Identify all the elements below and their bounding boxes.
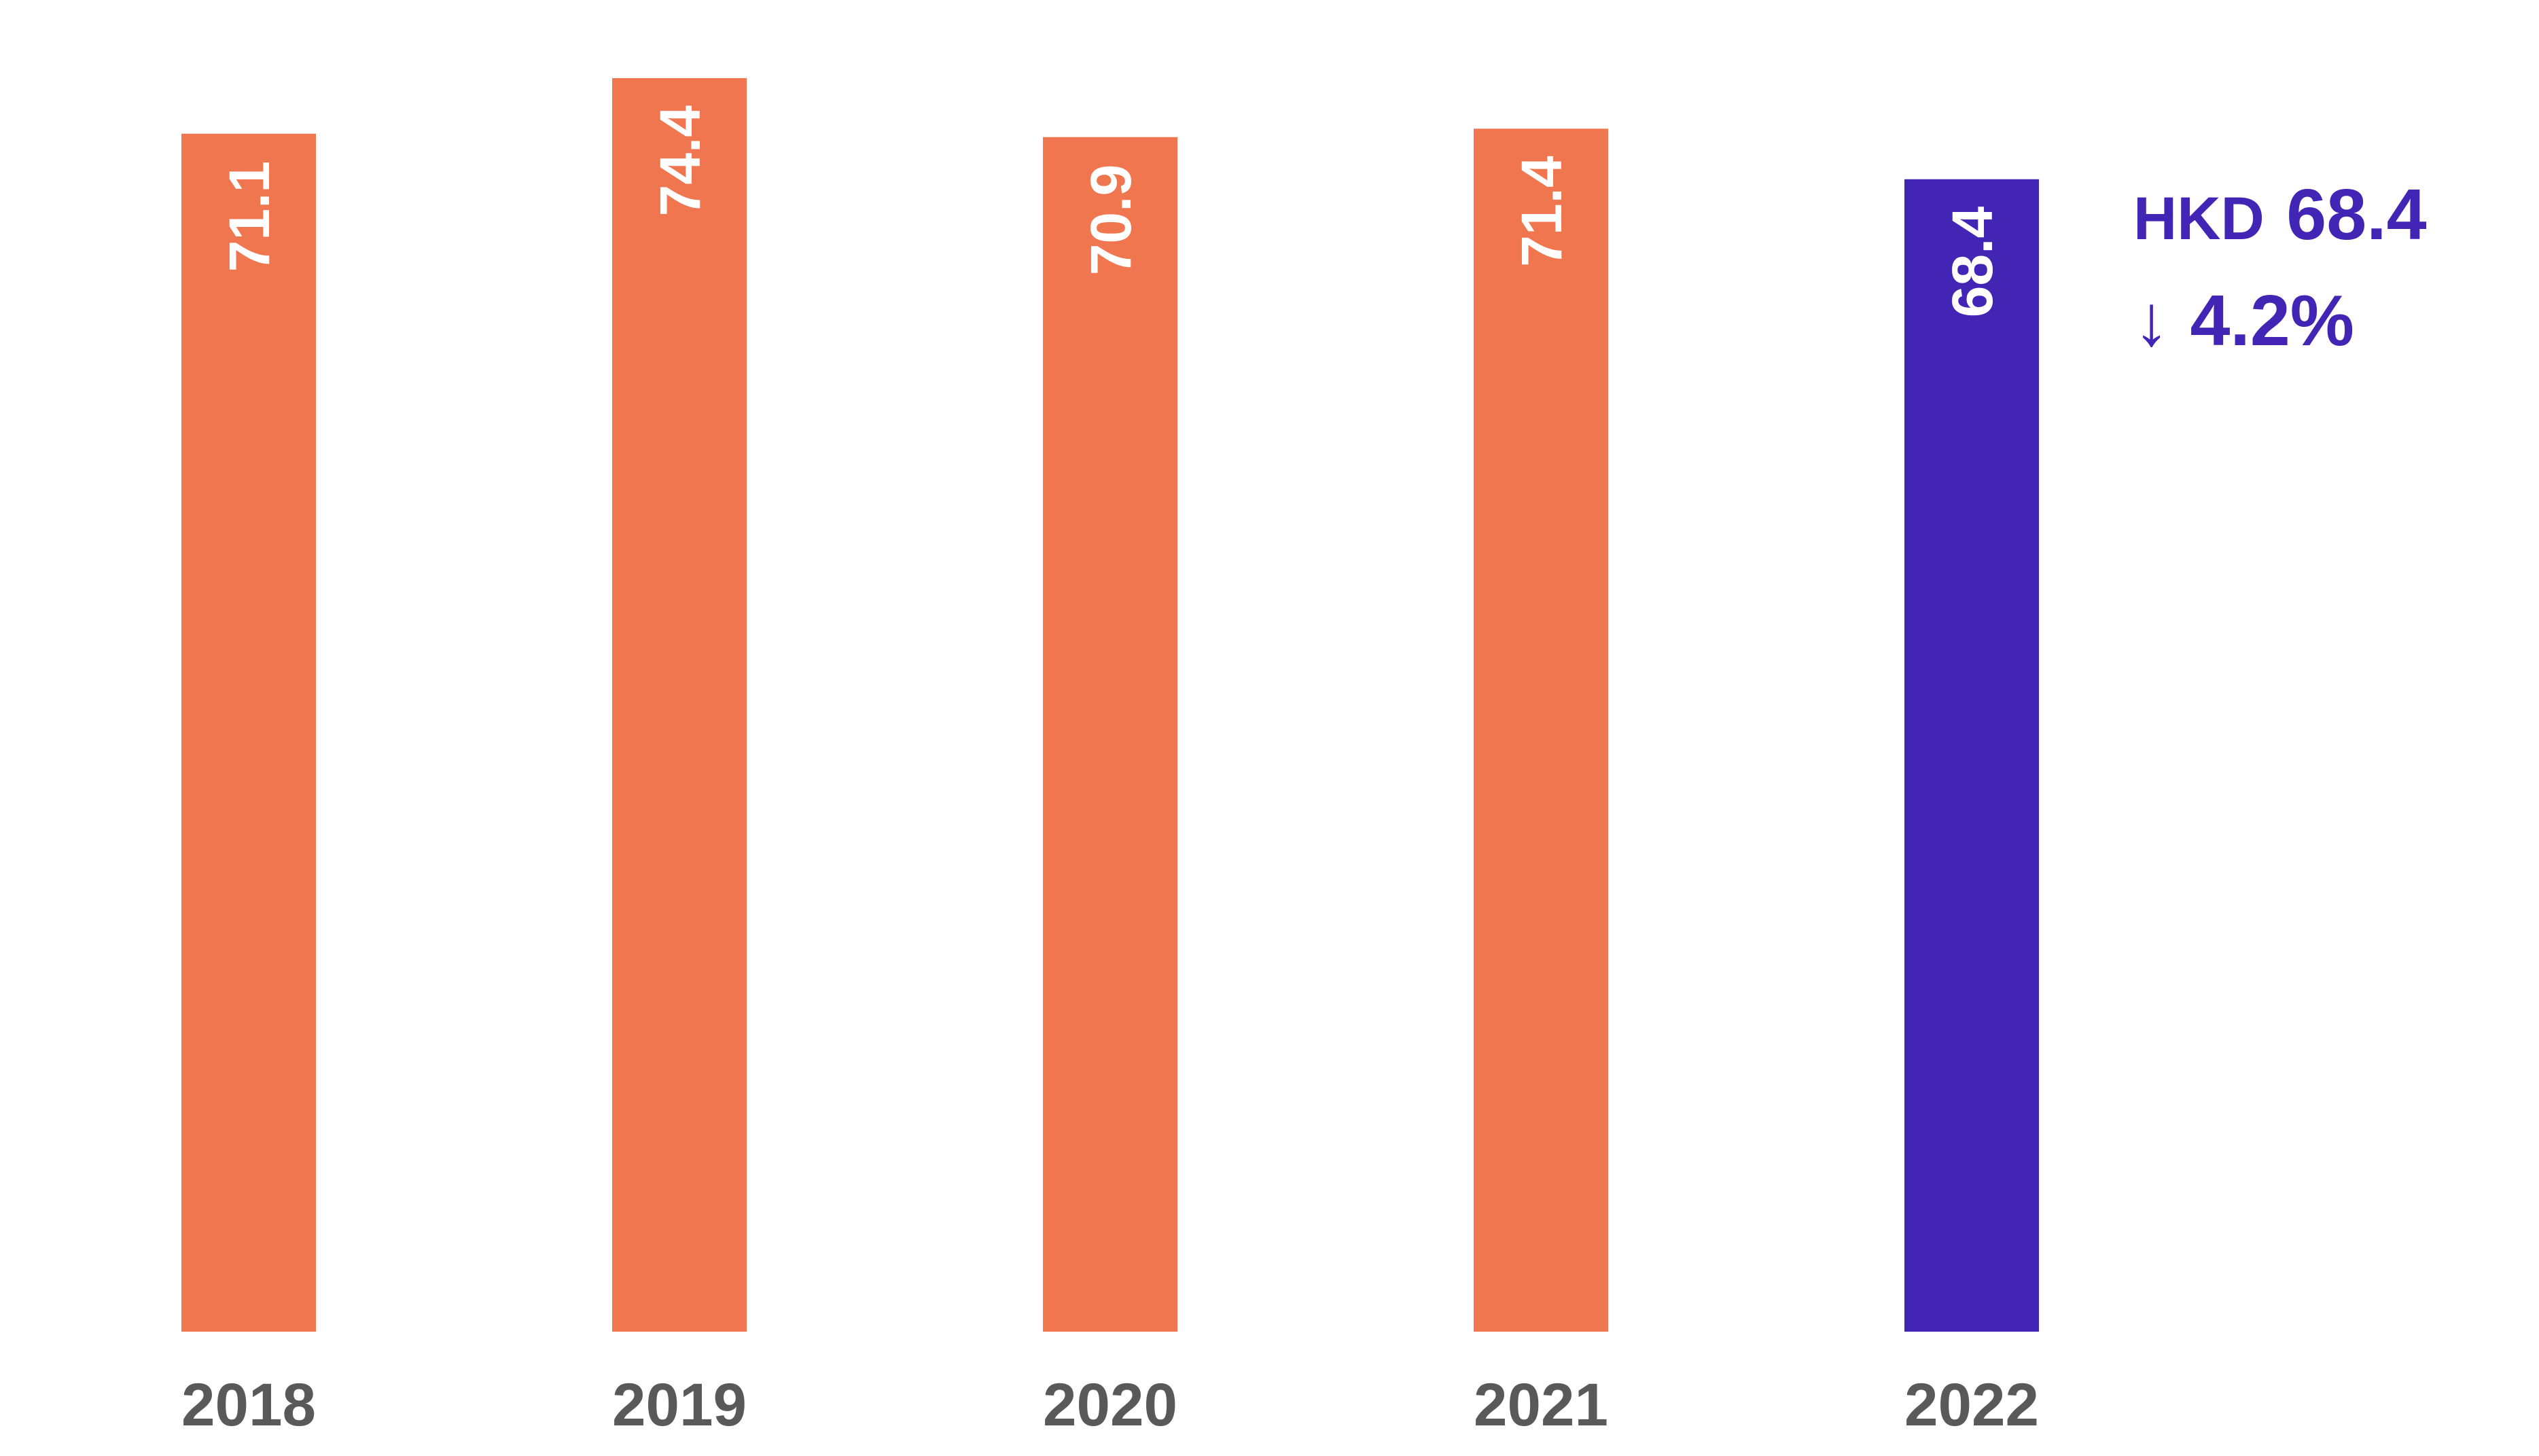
x-tick-label-2018: 2018 bbox=[181, 1370, 316, 1438]
arrow-down-icon: ↓ bbox=[2133, 281, 2169, 361]
bar-2022 bbox=[1904, 179, 2039, 1332]
x-tick-label-2020: 2020 bbox=[1043, 1370, 1177, 1438]
callout-change: 4.2% bbox=[2190, 281, 2354, 361]
tick-labels-layer: 2018 2019 2020 2021 2022 bbox=[181, 1370, 2039, 1438]
bar-2020 bbox=[1043, 137, 1177, 1332]
x-tick-label-2019: 2019 bbox=[612, 1370, 747, 1438]
bar-2021 bbox=[1474, 128, 1608, 1332]
bar-2018 bbox=[181, 133, 316, 1332]
callout-annotation: HKD 68.4 ↓ 4.2% bbox=[2133, 175, 2427, 361]
callout-total: HKD 68.4 bbox=[2133, 175, 2427, 255]
value-label-2018: 71.1 bbox=[217, 161, 281, 272]
value-label-2021: 71.4 bbox=[1510, 156, 1574, 267]
callout-currency: HKD bbox=[2133, 184, 2265, 252]
value-labels-layer: 71.1 74.4 70.9 71.4 68.4 bbox=[217, 105, 2004, 318]
value-label-2019: 74.4 bbox=[648, 105, 712, 217]
callout-change-line: ↓ 4.2% bbox=[2133, 281, 2354, 361]
bars-layer bbox=[181, 78, 2039, 1332]
value-label-2020: 70.9 bbox=[1079, 164, 1143, 276]
value-label-2022: 68.4 bbox=[1940, 207, 2004, 318]
callout-value: 68.4 bbox=[2286, 175, 2426, 255]
x-tick-label-2022: 2022 bbox=[1904, 1370, 2039, 1438]
x-tick-label-2021: 2021 bbox=[1474, 1370, 1608, 1438]
bar-2019 bbox=[612, 78, 747, 1332]
